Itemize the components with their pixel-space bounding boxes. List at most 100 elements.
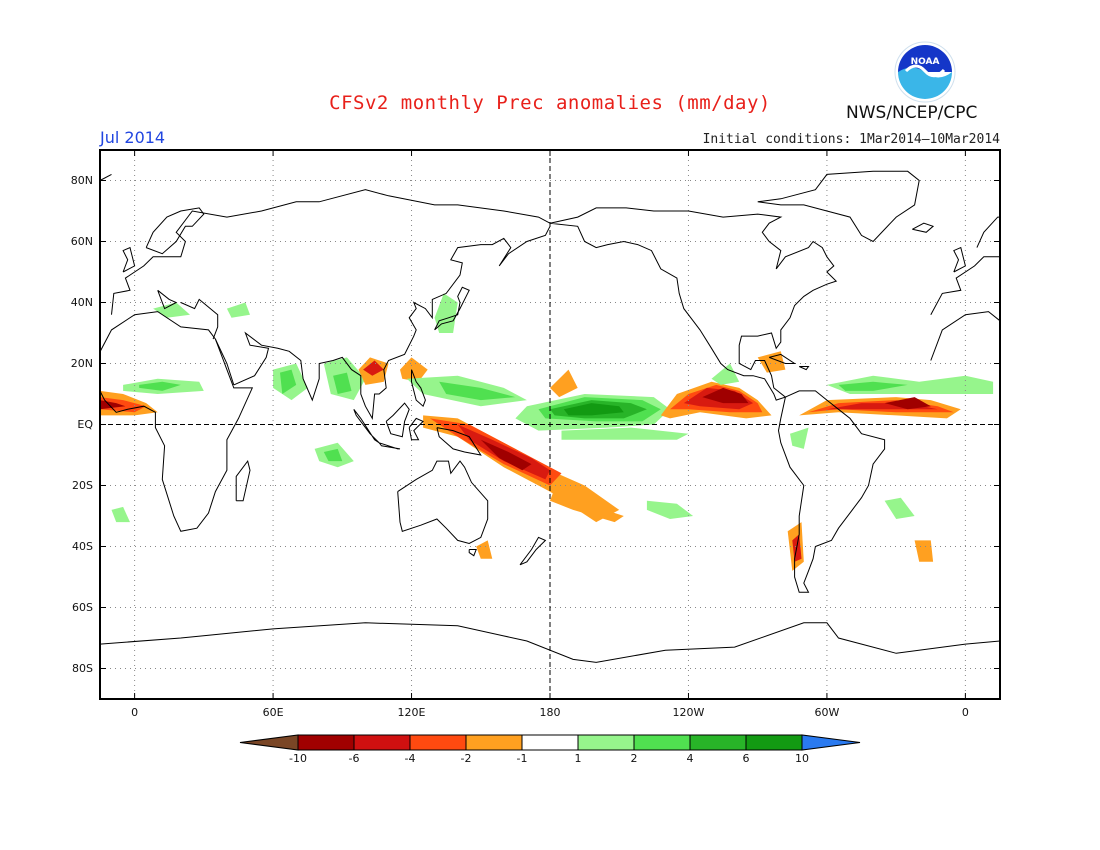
axis-ticks: [100, 150, 1000, 699]
coastline: [930, 256, 1000, 315]
latitude-label: 40N: [70, 295, 93, 309]
latitude-label: 60S: [72, 600, 93, 614]
colorbar-label: 2: [630, 752, 638, 765]
anomaly-region: [226, 302, 250, 318]
colorbar-max-arrow: [801, 734, 861, 751]
anomaly-region: [563, 403, 624, 416]
forecast-month-label: Jul 2014: [100, 128, 166, 147]
colorbar-label: 4: [686, 752, 694, 765]
colorbar-min-arrow: [239, 734, 299, 751]
anomaly-region: [561, 427, 689, 440]
anomaly-region: [702, 387, 749, 404]
coastline: [468, 549, 477, 557]
coastline: [180, 298, 219, 340]
colorbar-label: -10: [289, 752, 307, 765]
coastline: [411, 369, 426, 408]
coastline: [976, 216, 1000, 248]
colorbar-swatch: [297, 734, 355, 751]
coastline: [912, 222, 935, 233]
latitude-label: 20N: [70, 356, 93, 370]
longitude-label: 60W: [814, 706, 840, 719]
map-title: CFSv2 monthly Prec anomalies (mm/day): [329, 92, 771, 114]
longitude-label: 180: [539, 706, 561, 719]
anomaly-region: [139, 381, 181, 391]
coastline: [233, 226, 551, 421]
longitude-label: 0: [961, 706, 969, 719]
longitude-label: 120W: [672, 706, 705, 719]
anomaly-region: [884, 497, 915, 519]
coastline: [100, 173, 112, 181]
colorbar-swatch: [521, 734, 579, 751]
coastline: [100, 311, 254, 532]
coastline: [122, 246, 136, 273]
colorbar-swatch: [633, 734, 691, 751]
colorbar: [239, 734, 861, 751]
coastline: [111, 189, 551, 315]
anomaly-region: [100, 397, 147, 413]
anomaly-region: [550, 369, 578, 398]
anomaly-region: [838, 381, 908, 391]
longitude-label: 60E: [262, 706, 284, 719]
colorbar-swatch: [689, 734, 747, 751]
anomaly-region: [111, 506, 130, 523]
coastline: [214, 338, 235, 386]
grid-lines: [100, 150, 1000, 699]
colorbar-swatch: [577, 734, 635, 751]
coastline: [408, 417, 424, 441]
coastline: [757, 170, 920, 243]
coastline: [157, 289, 178, 310]
latitude-label: 80S: [72, 661, 93, 675]
coastline: [353, 408, 380, 444]
coastline: [397, 460, 489, 545]
anomaly-region: [711, 363, 740, 385]
colorbar-label: -2: [460, 752, 472, 765]
anomaly-region: [914, 540, 934, 562]
colorbar-label: -1: [516, 752, 528, 765]
coastline: [385, 402, 410, 438]
coastlines: [100, 170, 1000, 663]
agency-label: NWS/NCEP/CPC: [846, 103, 978, 123]
anomaly-region: [400, 357, 428, 382]
coastline: [235, 459, 251, 502]
coastline: [436, 427, 482, 456]
coastline: [798, 366, 810, 371]
anomaly-region: [480, 439, 532, 471]
coastline: [145, 207, 205, 255]
anomaly-region: [323, 448, 343, 462]
anomaly-region: [153, 302, 190, 318]
anomaly-region: [434, 293, 458, 333]
noaa-logo: NOAA: [894, 41, 956, 103]
coastline: [100, 622, 1000, 663]
latitude-label: 40S: [72, 539, 93, 553]
anomaly-region: [550, 488, 624, 523]
colorbar-label: 10: [795, 752, 809, 765]
colorbar-swatch: [745, 734, 803, 751]
coastline: [519, 536, 547, 566]
coastline: [953, 246, 966, 273]
longitude-label: 0: [131, 706, 139, 719]
anomaly-region: [646, 500, 694, 519]
coastline: [769, 353, 797, 364]
colorbar-label: 1: [574, 752, 582, 765]
noaa-logo-text: NOAA: [911, 57, 940, 67]
anomaly-region: [476, 540, 493, 559]
coastline: [378, 442, 401, 450]
colorbar-label: -4: [404, 752, 416, 765]
anomaly-region: [333, 372, 352, 394]
anomaly-region: [790, 427, 809, 449]
coastline: [930, 311, 1000, 361]
colorbar-swatch: [353, 734, 411, 751]
latitude-label: 20S: [72, 478, 93, 492]
coastline: [549, 207, 838, 401]
anomaly-fields: [100, 293, 994, 571]
colorbar-label: 6: [742, 752, 750, 765]
latitude-label: 60N: [70, 234, 93, 248]
colorbar-swatch: [465, 734, 523, 751]
anomaly-region: [363, 360, 384, 376]
initial-conditions-label: Initial conditions: 1Mar2014–10Mar2014: [702, 132, 1000, 147]
longitude-label: 120E: [397, 706, 426, 719]
anomaly-region: [280, 369, 297, 394]
coastline: [777, 390, 886, 593]
colorbar-label: -6: [348, 752, 360, 765]
